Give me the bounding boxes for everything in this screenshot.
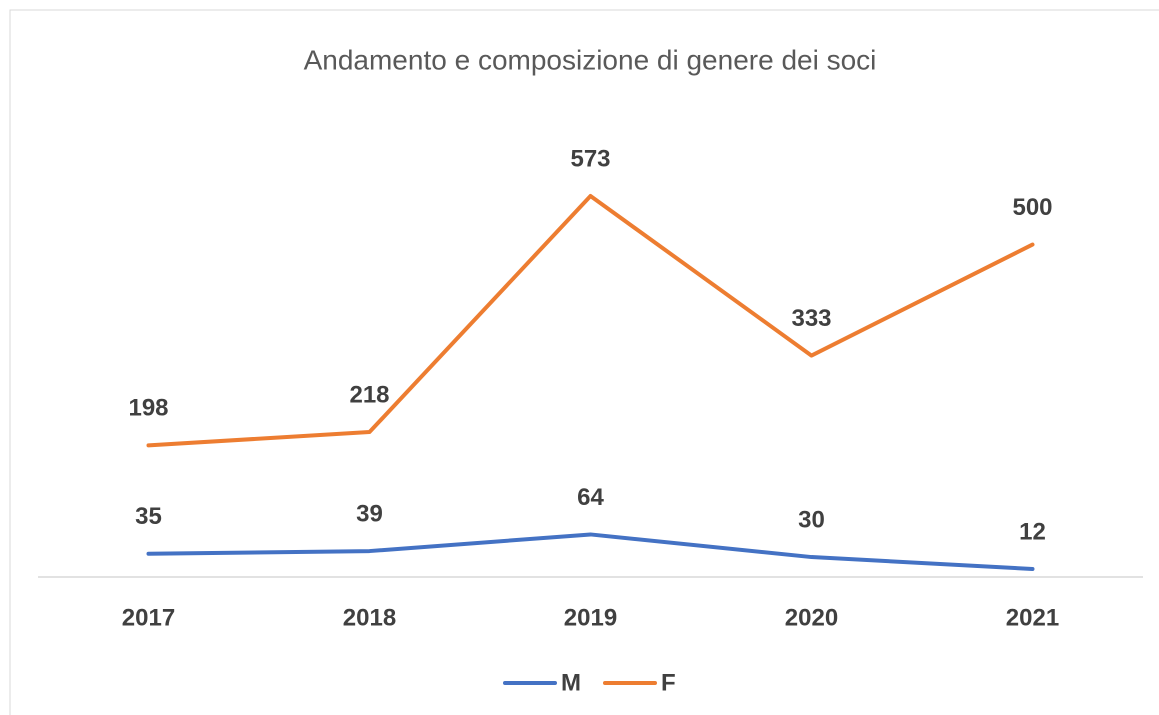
legend-label: M xyxy=(561,669,581,696)
chart-title: Andamento e composizione di genere dei s… xyxy=(304,44,877,75)
data-label: 198 xyxy=(128,395,168,422)
data-label: 30 xyxy=(798,506,825,533)
x-tick-label: 2021 xyxy=(1006,604,1059,631)
x-tick-label: 2020 xyxy=(785,604,838,631)
data-label: 500 xyxy=(1012,194,1052,221)
data-label: 218 xyxy=(349,381,389,408)
x-tick-label: 2019 xyxy=(564,604,617,631)
series-line xyxy=(146,532,1035,572)
series-line xyxy=(146,194,1035,448)
legend-label: F xyxy=(661,669,676,696)
data-label: 573 xyxy=(570,145,610,172)
data-label: 35 xyxy=(135,503,162,530)
data-label: 333 xyxy=(791,305,831,332)
chart-frame xyxy=(9,9,1159,715)
x-tick-label: 2017 xyxy=(122,604,175,631)
data-label: 64 xyxy=(577,484,604,511)
x-tick-label: 2018 xyxy=(343,604,396,631)
data-label: 39 xyxy=(356,500,383,527)
data-label: 12 xyxy=(1019,518,1046,545)
